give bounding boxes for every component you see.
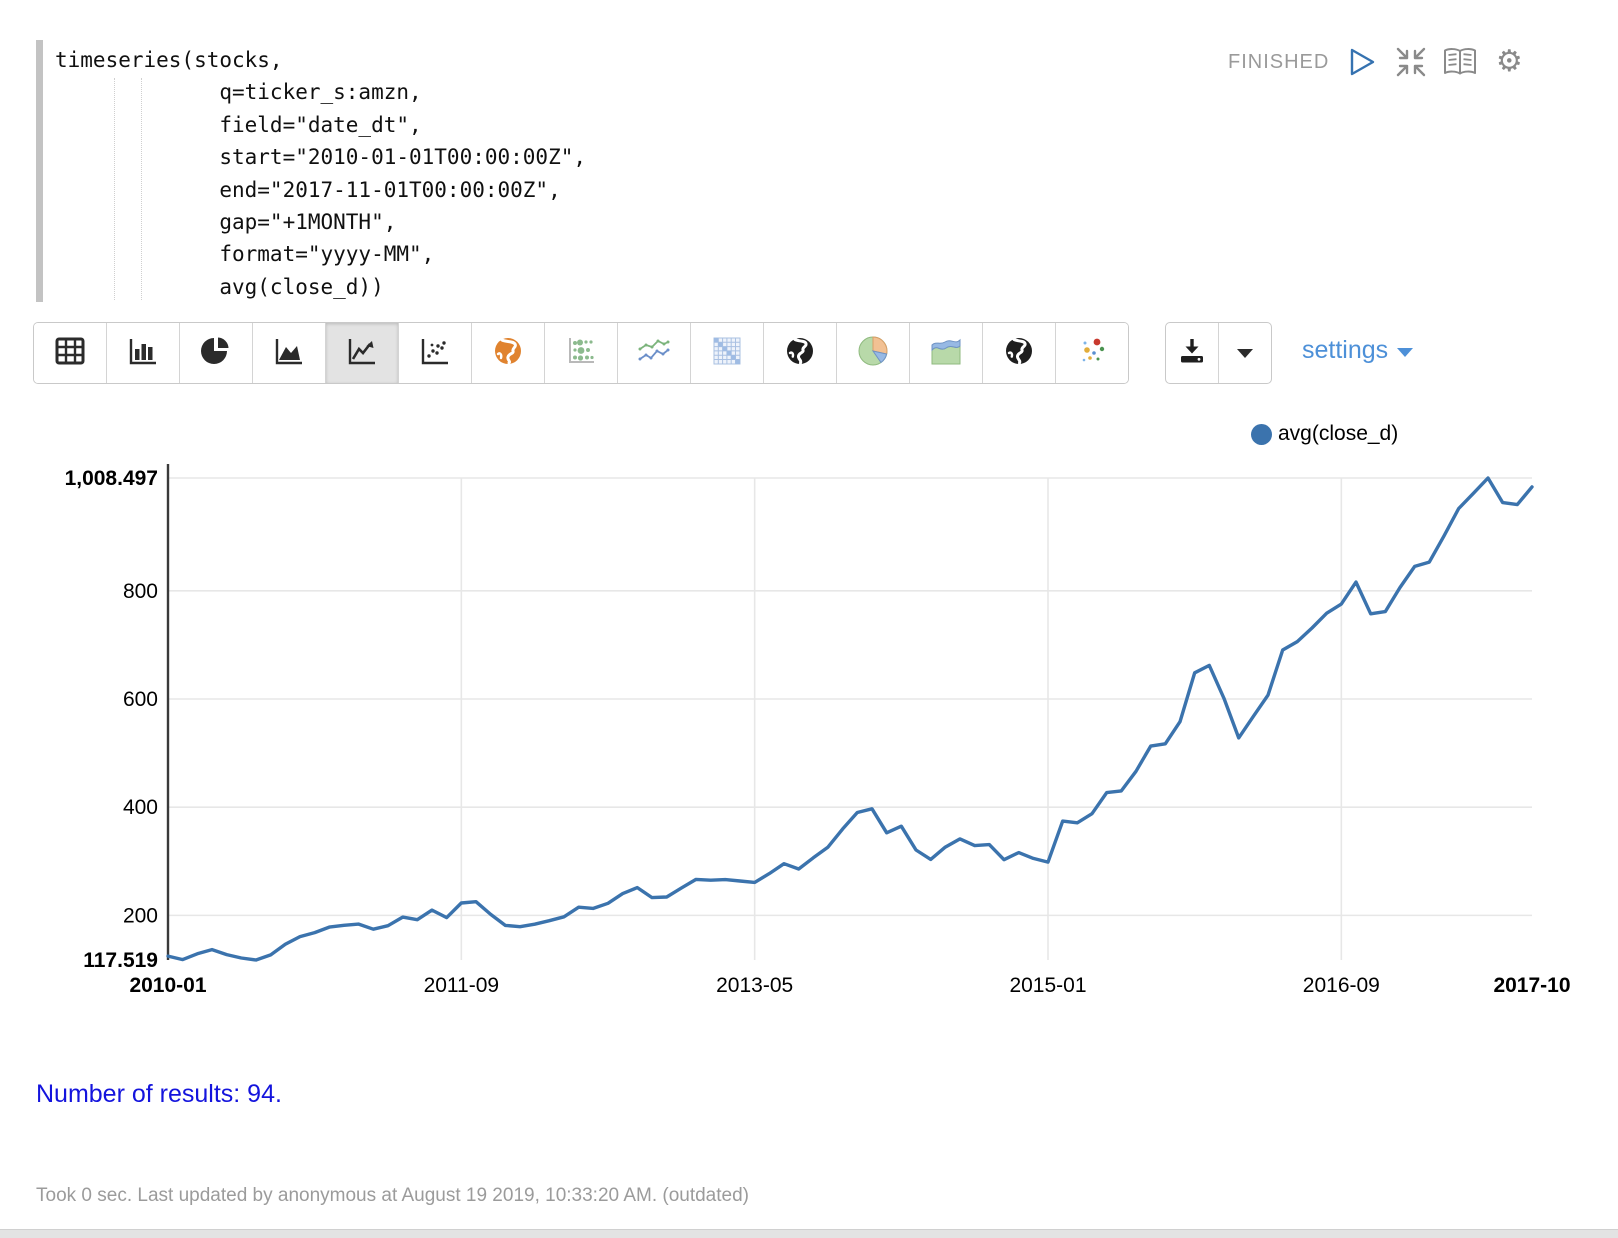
- bar-chart-icon: [128, 337, 158, 370]
- toggle-editor-button[interactable]: [1443, 46, 1477, 78]
- x-axis-label: 2011-09: [424, 974, 500, 997]
- heatmap-icon: [712, 336, 742, 371]
- editor-gutter: [36, 40, 43, 302]
- chart-type-map-button[interactable]: [471, 323, 544, 383]
- chart-type-globe-2-button[interactable]: [982, 323, 1055, 383]
- settings-dropdown[interactable]: settings: [1302, 336, 1414, 365]
- code-line: avg(close_d)): [55, 274, 384, 299]
- chart-type-bar-button[interactable]: [106, 323, 179, 383]
- table-icon: [55, 337, 85, 370]
- chart-type-scatter-button[interactable]: [398, 323, 471, 383]
- download-button[interactable]: [1166, 323, 1218, 383]
- x-axis-label: 2010-01: [129, 974, 206, 997]
- pie-chart-color-icon: [857, 335, 889, 372]
- code-line: start="2010-01-01T00:00:00Z",: [55, 145, 587, 170]
- status-label: FINISHED: [1228, 50, 1330, 73]
- chart-type-globe-button[interactable]: [763, 323, 836, 383]
- code-editor[interactable]: timeseries(stocks, q=ticker_s:amzn, fiel…: [55, 44, 586, 303]
- code-line: field="date_dt",: [55, 112, 422, 137]
- data-line-avg-close: [166, 476, 1534, 962]
- globe-orange-icon: [493, 336, 523, 371]
- settings-label: settings: [1302, 336, 1389, 364]
- y-axis-label: 600: [123, 688, 158, 711]
- bubble-chart-icon: [566, 336, 596, 371]
- indent-guide: [141, 78, 142, 300]
- collapse-button[interactable]: [1395, 46, 1427, 78]
- y-axis-label: 117.519: [83, 949, 158, 972]
- chart-type-toolbar: [33, 322, 1129, 384]
- download-icon: [1178, 337, 1206, 370]
- y-axis-label: 1,008.497: [65, 467, 158, 490]
- y-axis-label: 800: [123, 580, 158, 603]
- download-split-button: [1165, 322, 1272, 384]
- chart-type-bubble-button[interactable]: [544, 323, 617, 383]
- x-axis-label: 2015-01: [1009, 974, 1086, 997]
- pie-chart-icon: [201, 336, 231, 371]
- chart-type-scatter-color-button[interactable]: [1055, 323, 1128, 383]
- x-axis-label: 2017-10: [1493, 974, 1570, 997]
- line-chart-icon: [347, 337, 377, 370]
- multi-line-chart-icon: [638, 337, 670, 370]
- code-line: end="2017-11-01T00:00:00Z",: [55, 177, 561, 202]
- area-chart-icon: [274, 337, 304, 370]
- indent-guide: [114, 78, 115, 300]
- legend-dot: [1251, 423, 1272, 445]
- area-chart-color-icon: [930, 336, 962, 371]
- code-line: gap="+1MONTH",: [55, 210, 397, 235]
- x-axis-label: 2016-09: [1303, 974, 1380, 997]
- chevron-down-icon: [1237, 348, 1253, 358]
- results-count: Number of results: 94.: [36, 1080, 282, 1108]
- y-axis-label: 400: [123, 796, 158, 819]
- chart-type-line-button[interactable]: [325, 323, 398, 383]
- legend-label: avg(close_d): [1278, 422, 1399, 445]
- globe-dark-2-icon: [1004, 336, 1034, 371]
- code-line: format="yyyy-MM",: [55, 242, 435, 267]
- book-icon: [1443, 47, 1477, 77]
- paragraph-divider: [0, 1229, 1618, 1238]
- chart-type-area-color-button[interactable]: [909, 323, 982, 383]
- chart-type-multi-line-button[interactable]: [617, 323, 690, 383]
- footer-status: Took 0 sec. Last updated by anonymous at…: [36, 1185, 749, 1206]
- play-icon: [1349, 47, 1376, 77]
- paragraph-status-row: FINISHED: [1228, 42, 1538, 82]
- scatter-chart-icon: [420, 337, 450, 370]
- chart-legend[interactable]: avg(close_d): [1251, 422, 1398, 446]
- run-button[interactable]: [1346, 46, 1378, 78]
- globe-dark-icon: [785, 336, 815, 371]
- y-axis-label: 200: [123, 904, 158, 927]
- download-options-button[interactable]: [1218, 323, 1271, 383]
- compress-icon: [1395, 46, 1427, 78]
- chevron-down-icon: [1397, 348, 1414, 357]
- scatter-color-icon: [1077, 336, 1107, 371]
- chart-type-area-button[interactable]: [252, 323, 325, 383]
- gear-icon: ⚙: [1495, 44, 1523, 79]
- chart-type-pie-color-button[interactable]: [836, 323, 909, 383]
- chart-type-table-button[interactable]: [34, 323, 106, 383]
- x-axis-label: 2013-05: [716, 974, 793, 997]
- code-line: timeseries(stocks,: [55, 48, 283, 72]
- code-line: q=ticker_s:amzn,: [55, 80, 422, 105]
- chart-type-heatmap-button[interactable]: [690, 323, 763, 383]
- paragraph-settings-button[interactable]: ⚙: [1493, 46, 1525, 78]
- chart-type-pie-button[interactable]: [179, 323, 252, 383]
